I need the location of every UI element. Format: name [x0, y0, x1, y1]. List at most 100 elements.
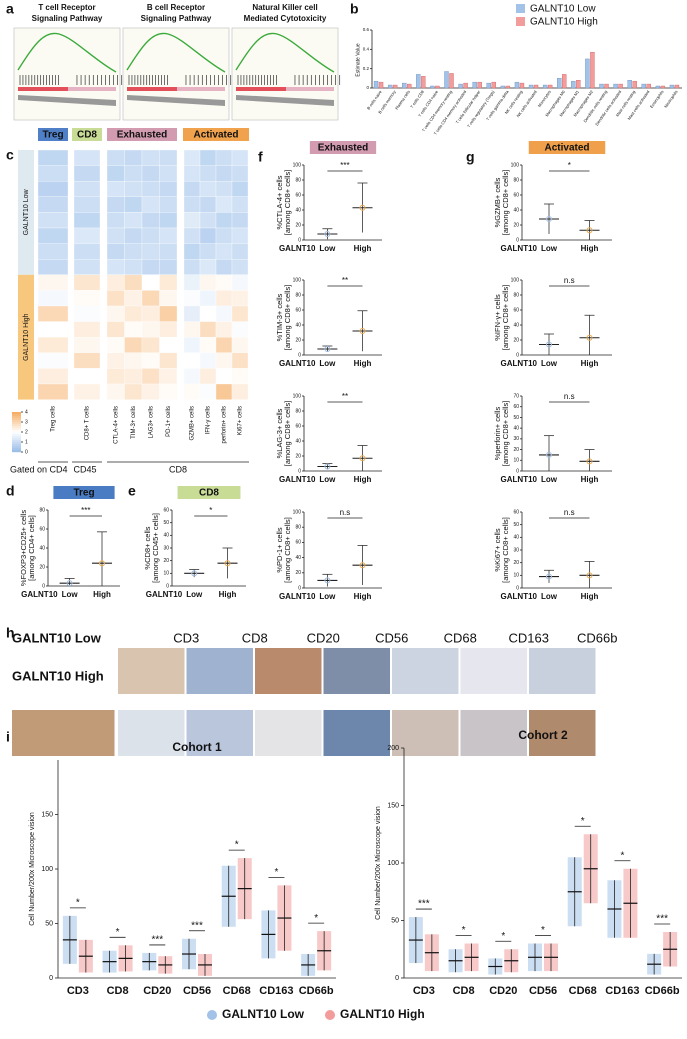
- group-label: GALNT10: [279, 244, 316, 253]
- y-tick-label: 60: [513, 192, 519, 198]
- box: [416, 74, 421, 89]
- mean-point: [586, 572, 593, 579]
- heat-cell: [215, 305, 233, 322]
- group-label: GALNT10: [501, 244, 538, 253]
- legend-marker: [325, 1010, 335, 1020]
- heat-cell: [73, 321, 101, 338]
- legend-label: GALNT10 High: [530, 17, 598, 28]
- y-tick-label: 40: [513, 322, 519, 328]
- heat-cell: [159, 290, 178, 307]
- y-tick-label: 100: [293, 162, 302, 168]
- y-tick-label: 200: [387, 745, 399, 752]
- mean-point: [546, 216, 552, 222]
- y-tick-label: 40: [513, 535, 519, 541]
- x-tick-label: CD8: [107, 985, 129, 997]
- color-scale: [12, 444, 21, 447]
- significance: *: [581, 816, 585, 827]
- heat-cell: [37, 383, 69, 400]
- panel-letter: a: [6, 1, 14, 17]
- column-label: PD-1+ cells: [166, 406, 172, 437]
- heat-cell: [199, 352, 217, 369]
- y-axis-label: Estimate Value: [355, 43, 361, 76]
- ihc-stain-label: CD56: [375, 630, 408, 645]
- heat-cell: [124, 227, 143, 244]
- color-scale: [12, 432, 21, 435]
- significance: ***: [191, 920, 203, 931]
- x-tick-label: CD56: [529, 985, 557, 997]
- box: [604, 83, 609, 89]
- x-tick-label: CD3: [413, 985, 435, 997]
- heat-cell: [141, 181, 160, 197]
- legend-marker: [207, 1010, 217, 1020]
- significance: **: [342, 276, 348, 285]
- gsea-title: Natural Killer cell: [252, 3, 317, 12]
- box: [660, 85, 666, 89]
- y-axis-label: %perforin+ cells: [493, 406, 502, 460]
- y-tick-label: 0: [298, 585, 301, 591]
- ihc-image: [118, 710, 185, 756]
- ihc-image: [529, 648, 596, 694]
- x-tick-label: CD66b: [645, 985, 680, 997]
- y-axis-label: [among CD8+ cells]: [501, 170, 510, 236]
- box: [430, 85, 435, 89]
- box: [514, 81, 520, 89]
- heat-cell: [106, 196, 125, 213]
- heat-cell: [159, 243, 178, 260]
- y-tick-label: 20: [295, 453, 301, 459]
- heat-cell: [141, 243, 160, 260]
- mean-point: [359, 455, 366, 462]
- heat-cell: [199, 227, 217, 244]
- heat-cell: [159, 368, 178, 385]
- ihc-stain-label: CD66b: [577, 630, 617, 645]
- heat-cell: [141, 149, 160, 166]
- group-label: GALNT10: [21, 590, 58, 599]
- gsea-metric: [18, 95, 116, 106]
- ihc-stain-label: CD68: [444, 630, 477, 645]
- significance: *: [235, 840, 239, 851]
- y-tick-label: 40: [163, 533, 169, 539]
- color-scale: [12, 428, 21, 431]
- gsea-frame: [122, 27, 230, 121]
- y-axis-label: %CTLA-4+ cells: [275, 175, 284, 229]
- x-tick-label: High: [93, 590, 111, 599]
- chart-title: Cohort 1: [172, 740, 222, 754]
- ihc-stain-label: CD163: [509, 630, 549, 645]
- heat-cell: [231, 227, 249, 244]
- y-axis-label: [among CD8+ cells]: [283, 285, 292, 351]
- box: [491, 81, 496, 89]
- y-tick-label: 150: [41, 811, 53, 818]
- heat-cell: [183, 321, 201, 338]
- x-tick-label: High: [581, 244, 599, 253]
- y-tick-label: 0.6: [363, 27, 370, 32]
- y-axis-label: %LAG-3+ cells: [275, 408, 284, 458]
- significance: n.s: [564, 276, 575, 285]
- group-header: [72, 128, 102, 141]
- color-scale: [12, 434, 21, 437]
- box: [500, 85, 506, 89]
- heat-cell: [106, 212, 125, 229]
- legend-label: GALNT10 High: [340, 1007, 425, 1021]
- heat-cell: [141, 321, 160, 338]
- column-label: CD8+ T cells: [85, 406, 91, 440]
- heat-cell: [199, 290, 217, 307]
- x-tick-label: CD68: [223, 985, 251, 997]
- heat-cell: [124, 383, 143, 400]
- heat-cell: [215, 149, 233, 166]
- group-label: GALNT10: [279, 475, 316, 484]
- box: [557, 78, 562, 89]
- heat-cell: [124, 196, 143, 213]
- heat-cell: [37, 352, 69, 369]
- y-tick-label: 0: [166, 583, 169, 589]
- heat-cell: [199, 321, 217, 338]
- x-tick-label: Low: [319, 359, 336, 368]
- heat-cell: [199, 212, 217, 229]
- heat-cell: [73, 337, 101, 353]
- heat-cell: [124, 290, 143, 307]
- y-tick-label: 0: [516, 352, 519, 358]
- mean-point: [324, 231, 331, 237]
- ihc-image: [460, 710, 527, 756]
- box: [585, 58, 590, 89]
- chart-title: CD8: [199, 488, 219, 499]
- heat-cell: [159, 274, 178, 291]
- row-group-bar: [18, 274, 34, 400]
